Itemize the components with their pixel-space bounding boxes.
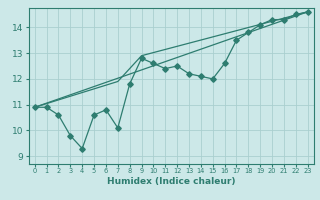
X-axis label: Humidex (Indice chaleur): Humidex (Indice chaleur)	[107, 177, 236, 186]
